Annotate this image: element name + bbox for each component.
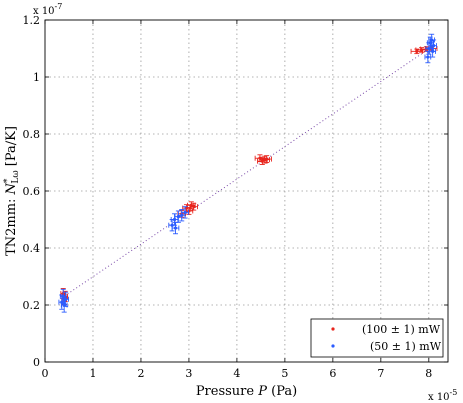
legend: (100 ± 1) mW (50 ± 1) mW: [310, 318, 444, 358]
x-multiplier-base: x 10: [428, 392, 450, 403]
legend-marker-blue: [331, 344, 335, 348]
y-label-sub: Lω: [11, 170, 21, 183]
data-point: [265, 157, 269, 161]
y-axis-label: TN2mm: N*Lω [Pa/K]: [3, 126, 21, 256]
y-tick-label: 0.8: [23, 128, 41, 141]
y-tick-label: 0: [33, 356, 40, 369]
data-point: [172, 217, 177, 222]
data-point: [189, 203, 193, 207]
fit-line: [61, 45, 434, 299]
points-layer: [58, 33, 438, 313]
x-label-text: Pressure: [196, 384, 255, 399]
x-axis-label: Pressure P (Pa): [196, 384, 297, 399]
x-tick-label: 8: [425, 367, 432, 380]
fit-layer: [61, 45, 434, 299]
y-multiplier-base: x 10: [33, 6, 55, 17]
x-tick-label: 5: [281, 367, 288, 380]
data-point: [432, 44, 436, 48]
data-point: [173, 226, 178, 230]
data-point: [426, 55, 430, 59]
y-multiplier-exp: -7: [55, 2, 63, 11]
legend-box: [310, 318, 444, 358]
x-tick-label: 2: [137, 367, 144, 380]
x-axis-multiplier: x 10-5: [428, 388, 457, 403]
data-point: [192, 205, 196, 209]
y-tick-label: 0.2: [23, 299, 41, 312]
data-point: [62, 303, 66, 307]
grid-layer: [45, 20, 448, 362]
x-tick-label: 3: [185, 367, 192, 380]
legend-marker-red: [331, 327, 335, 331]
y-tick-label: 1: [33, 71, 40, 84]
x-tick-label: 1: [89, 367, 96, 380]
ticks-layer: 0 1 2 3 4 5 6 7 8 0 0.2 0.4 0.6 0.8 1 1.2: [23, 14, 448, 380]
y-label-unit: [Pa/K]: [4, 126, 19, 166]
x-tick-label: 4: [233, 367, 240, 380]
y-axis-multiplier: x 10-7: [33, 2, 62, 17]
x-tick-label: 7: [377, 367, 384, 380]
legend-label-blue: (50 ± 1) mW: [370, 340, 442, 353]
x-tick-label: 6: [329, 367, 336, 380]
legend-label-red: (100 ± 1) mW: [362, 323, 441, 336]
y-label-var: N: [4, 182, 19, 195]
x-label-unit: (Pa): [271, 384, 297, 399]
series-1: [58, 33, 437, 313]
x-tick-label: 0: [42, 367, 49, 380]
series-0: [60, 45, 438, 305]
data-point: [183, 210, 187, 214]
y-label-prefix: TN2mm:: [4, 194, 19, 255]
data-point: [64, 297, 68, 301]
y-tick-label: 1.2: [23, 14, 41, 27]
y-tick-label: 0.6: [23, 185, 41, 198]
y-tick-label: 0.4: [23, 242, 41, 255]
y-label-sup: *: [3, 178, 13, 183]
x-label-var: P: [257, 384, 267, 399]
x-multiplier-exp: -5: [450, 388, 458, 397]
data-point: [180, 213, 184, 217]
